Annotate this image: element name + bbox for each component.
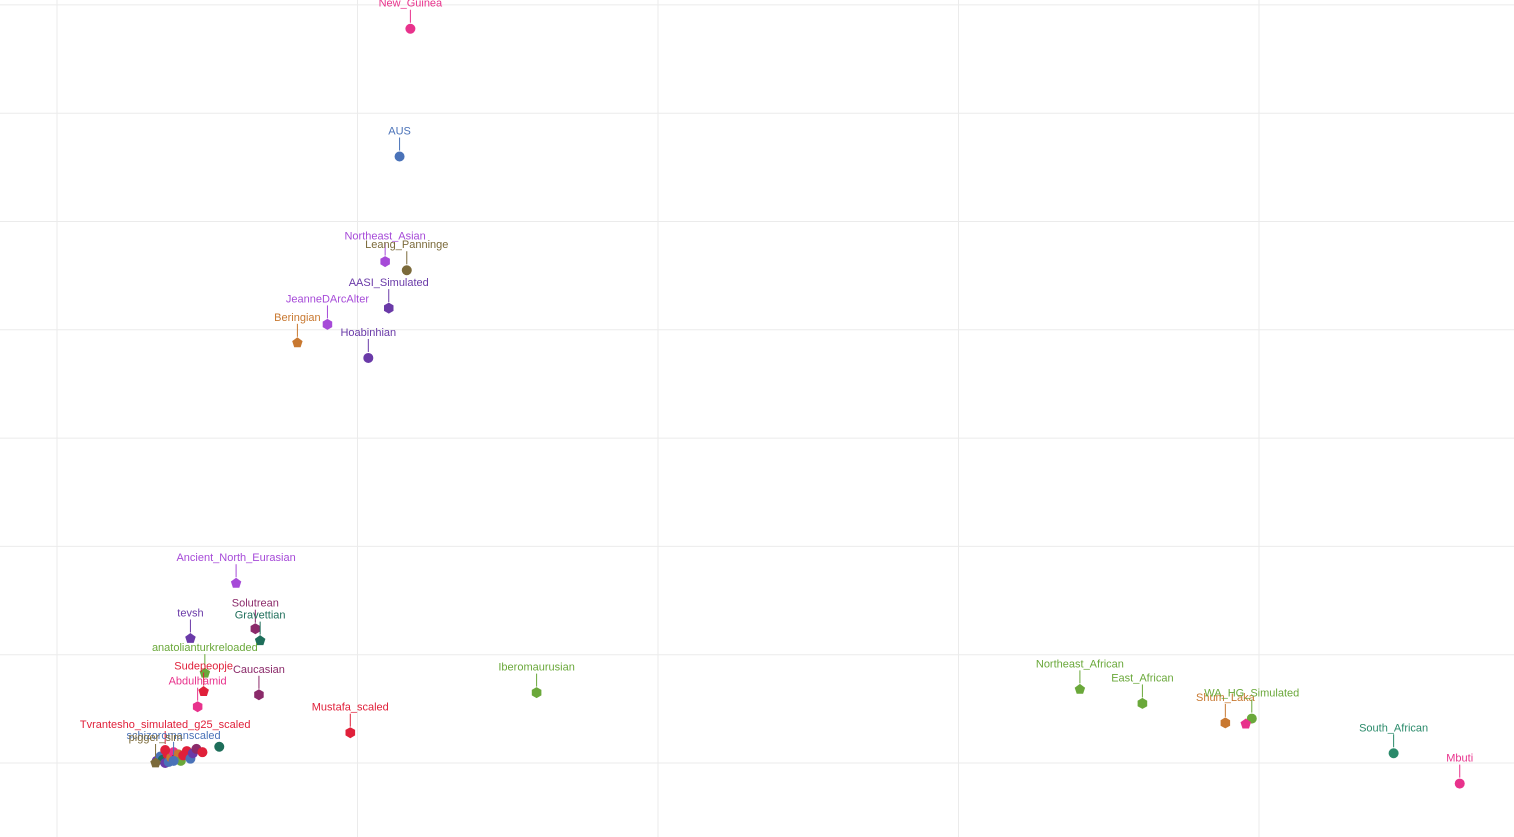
- point-15[interactable]: Caucasian: [233, 664, 285, 701]
- point-label-13: Sudepeopje: [174, 661, 233, 673]
- point-label-22: East_African: [1111, 672, 1173, 684]
- point-9[interactable]: Solutrean: [232, 598, 279, 635]
- point-10[interactable]: Gravettian: [235, 610, 286, 646]
- point-marker-26[interactable]: [1388, 748, 1399, 759]
- point-3[interactable]: Leang_Panninge: [365, 239, 448, 276]
- point-marker-18[interactable]: [160, 745, 171, 756]
- point-17[interactable]: Mustafa_scaled: [312, 702, 389, 739]
- point-6[interactable]: Beringian: [274, 312, 321, 348]
- data-points: New_Guinea AUS Northeast_AsianLeang_Pannin…: [80, 0, 1473, 789]
- point-25[interactable]: [1240, 718, 1252, 729]
- point-marker-4[interactable]: [384, 302, 394, 314]
- point-label-7: Hoabinhian: [340, 327, 396, 339]
- point-marker-6[interactable]: [292, 337, 303, 348]
- point-marker-3[interactable]: [401, 265, 412, 276]
- point-0[interactable]: New_Guinea: [379, 0, 443, 34]
- point-24[interactable]: WA_HG_Simulated: [1204, 688, 1299, 724]
- point-2[interactable]: Northeast_Asian: [344, 231, 426, 268]
- point-label-5: JeanneDArcAlter: [286, 293, 369, 305]
- point-1[interactable]: AUS: [388, 126, 411, 162]
- point-label-9: Solutrean: [232, 598, 279, 610]
- point-marker-0[interactable]: [405, 23, 416, 34]
- point-marker-11[interactable]: [185, 633, 196, 643]
- point-marker-27[interactable]: [1454, 778, 1465, 789]
- point-marker-8[interactable]: [230, 577, 242, 588]
- point-13[interactable]: Sudepeopje: [174, 661, 233, 696]
- point-marker-20[interactable]: [150, 757, 161, 768]
- point-label-24: WA_HG_Simulated: [1204, 688, 1299, 700]
- point-marker-7[interactable]: [363, 352, 374, 363]
- point-23[interactable]: Shum_Laka: [1196, 692, 1256, 729]
- point-label-8: Ancient_North_Eurasian: [176, 552, 295, 564]
- point-4[interactable]: AASI_Simulated: [349, 277, 429, 314]
- point-19[interactable]: schizoromanscaled: [127, 730, 221, 766]
- point-marker-13[interactable]: [198, 686, 209, 696]
- point-label-26: South_African: [1359, 722, 1428, 734]
- point-marker-5[interactable]: [322, 318, 333, 330]
- point-20[interactable]: pigger_sim: [129, 732, 183, 768]
- point-marker-9[interactable]: [250, 623, 261, 635]
- point-label-1: AUS: [388, 126, 411, 138]
- point-marker-10[interactable]: [254, 635, 266, 646]
- point-label-12: anatolianturkreloaded: [152, 642, 258, 654]
- point-16[interactable]: Iberomaurusian: [498, 662, 575, 699]
- point-label-6: Beringian: [274, 312, 320, 324]
- point-5[interactable]: JeanneDArcAlter: [286, 293, 369, 330]
- point-label-4: AASI_Simulated: [349, 277, 429, 289]
- point-21[interactable]: Northeast_African: [1036, 658, 1124, 694]
- point-label-18: Tvrantesho_simulated_g25_scaled: [80, 719, 251, 731]
- point-label-14: Abdulhamid: [169, 676, 227, 688]
- point-cluster: [151, 741, 225, 768]
- point-8[interactable]: Ancient_North_Eurasian: [176, 552, 296, 588]
- point-label-19: schizoromanscaled: [127, 730, 221, 742]
- point-marker-2[interactable]: [380, 256, 390, 268]
- cluster-point-16[interactable]: [197, 747, 208, 758]
- point-label-23: Shum_Laka: [1196, 692, 1256, 704]
- point-marker-16[interactable]: [531, 687, 542, 699]
- point-label-3: Leang_Panninge: [365, 239, 448, 251]
- point-label-16: Iberomaurusian: [498, 662, 574, 674]
- point-label-27: Mbuti: [1446, 753, 1473, 765]
- point-11[interactable]: tevsh: [177, 607, 204, 643]
- point-7[interactable]: Hoabinhian: [340, 327, 396, 363]
- cluster-point-17[interactable]: [214, 741, 225, 752]
- point-22[interactable]: East_African: [1111, 672, 1174, 709]
- point-marker-1[interactable]: [394, 151, 405, 162]
- point-label-15: Caucasian: [233, 664, 285, 676]
- point-14[interactable]: Abdulhamid: [169, 676, 227, 713]
- point-27[interactable]: Mbuti: [1446, 753, 1473, 789]
- point-label-2: Northeast_Asian: [344, 231, 425, 243]
- point-18[interactable]: Tvrantesho_simulated_g25_scaled: [80, 719, 251, 756]
- point-26[interactable]: South_African: [1359, 722, 1428, 759]
- point-marker-12[interactable]: [199, 667, 211, 678]
- point-marker-17[interactable]: [345, 727, 356, 739]
- point-label-21: Northeast_African: [1036, 658, 1124, 670]
- point-label-0: New_Guinea: [379, 0, 443, 10]
- point-marker-15[interactable]: [254, 689, 264, 701]
- point-label-17: Mustafa_scaled: [312, 702, 389, 714]
- point-marker-23[interactable]: [1220, 717, 1231, 729]
- point-marker-19[interactable]: [168, 755, 179, 766]
- point-label-10: Gravettian: [235, 610, 286, 622]
- point-label-11: tevsh: [177, 607, 203, 619]
- point-marker-22[interactable]: [1137, 697, 1148, 709]
- point-marker-14[interactable]: [192, 701, 203, 713]
- point-label-20: pigger_sim: [129, 732, 183, 744]
- point-12[interactable]: anatolianturkreloaded: [152, 642, 258, 678]
- point-marker-25[interactable]: [1240, 718, 1252, 729]
- point-marker-21[interactable]: [1074, 683, 1086, 694]
